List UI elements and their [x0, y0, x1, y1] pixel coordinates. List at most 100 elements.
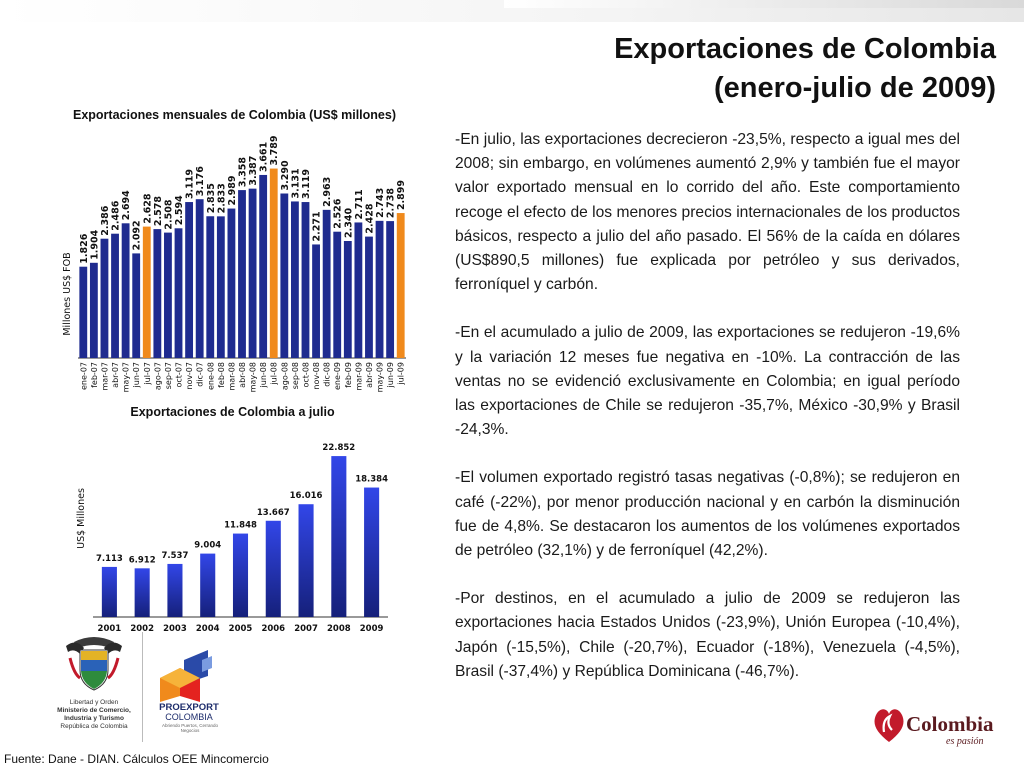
bar-monthly — [280, 193, 289, 358]
bar-monthly — [354, 222, 363, 358]
bar-yearly — [232, 533, 249, 617]
x-tick-label-monthly: feb-07 — [90, 362, 99, 388]
bar-monthly — [132, 253, 141, 358]
x-tick-label-yearly: 2006 — [261, 624, 285, 634]
paragraph-volumen: -El volumen exportado registró tasas neg… — [455, 469, 960, 560]
top-band — [0, 0, 1024, 22]
data-label-monthly: 2.694 — [121, 190, 132, 220]
x-tick-label-monthly: jun-07 — [132, 362, 141, 388]
data-label-monthly: 1.904 — [89, 229, 100, 259]
x-tick-label-monthly: ene-08 — [206, 362, 215, 390]
x-tick-label-monthly: ene-09 — [333, 362, 342, 390]
bar-monthly — [89, 262, 98, 358]
data-label-monthly: 2.428 — [364, 203, 375, 233]
bar-monthly — [142, 226, 151, 358]
data-label-monthly: 2.594 — [174, 195, 185, 225]
bar-yearly — [298, 504, 314, 617]
bar-yearly — [265, 520, 281, 617]
x-tick-label-monthly: dic-08 — [323, 362, 332, 387]
bar-monthly — [259, 174, 268, 358]
x-tick-label-monthly: abr-09 — [365, 362, 374, 388]
bar-monthly — [269, 168, 278, 358]
x-tick-label-monthly: mar-08 — [227, 362, 236, 391]
bar-monthly — [238, 190, 246, 358]
data-label-monthly: 2.738 — [386, 188, 397, 218]
x-tick-label-monthly: dic-07 — [196, 362, 205, 387]
slide-title: Exportaciones de Colombia (enero-julio d… — [476, 30, 996, 108]
mincomercio-line: Ministerio de Comercio, — [57, 707, 131, 714]
x-tick-label-yearly: 2003 — [163, 624, 187, 634]
coat-of-arms-icon — [66, 637, 122, 691]
x-tick-label-monthly: ene-07 — [79, 362, 88, 390]
bar-monthly — [227, 208, 236, 358]
bar-monthly — [153, 229, 162, 358]
data-label-yearly: 22.852 — [322, 443, 355, 453]
x-tick-label-yearly: 2004 — [196, 624, 220, 634]
mincomercio-text: Libertad y Orden Ministerio de Comercio,… — [50, 699, 138, 731]
chart2-title: Exportaciones de Colombia a julio — [130, 405, 335, 419]
x-tick-label-yearly: 2008 — [327, 624, 351, 634]
x-tick-label-yearly: 2007 — [294, 624, 318, 634]
mincomercio-line: Industria y Turismo — [64, 715, 124, 722]
bar-monthly — [164, 232, 172, 358]
proexport-name: PROEXPORT — [159, 702, 219, 713]
x-tick-label-monthly: jun-09 — [386, 362, 395, 388]
bar-monthly — [312, 244, 320, 358]
x-tick-label-monthly: jul-07 — [143, 362, 152, 386]
bar-monthly — [333, 231, 342, 358]
y-axis-label: US$ Millones — [76, 488, 87, 549]
data-label-monthly: 2.092 — [132, 220, 143, 250]
x-tick-label-monthly: abr-08 — [238, 362, 247, 388]
footer-source: Fuente: Dane - DIAN. Cálculos OEE Mincom… — [4, 752, 269, 766]
x-tick-label-monthly: sep-08 — [291, 362, 300, 389]
data-label-monthly: 2.486 — [111, 200, 122, 230]
bar-monthly — [195, 199, 204, 358]
data-label-monthly: 3.789 — [269, 135, 280, 165]
proexport-country: COLOMBIA — [165, 712, 213, 722]
bar-yearly — [331, 456, 347, 617]
x-tick-label-monthly: jul-08 — [270, 362, 279, 386]
x-tick-label-yearly: 2002 — [130, 624, 154, 634]
bar-monthly — [375, 220, 384, 358]
body-text: -En julio, las exportaciones decrecieron… — [455, 128, 960, 708]
data-label-monthly: 3.387 — [248, 156, 259, 186]
x-tick-label-monthly: oct-07 — [175, 362, 184, 388]
bar-monthly — [185, 202, 194, 358]
monthly-exports-chart: Millones US$ FOB 1.826 ene-07 1.904 feb-07 2.… — [62, 135, 407, 392]
data-label-monthly: 2.833 — [216, 183, 227, 213]
data-label-monthly: 3.119 — [301, 169, 312, 199]
x-tick-label-monthly: jul-09 — [397, 362, 406, 386]
data-label-yearly: 16.016 — [290, 491, 323, 501]
x-tick-label-monthly: sep-07 — [164, 362, 173, 389]
slide-title-line2: (enero-julio de 2009) — [713, 72, 996, 104]
x-tick-label-monthly: may-07 — [122, 362, 131, 392]
x-tick-label-monthly: feb-09 — [344, 362, 353, 388]
bar-monthly — [206, 216, 215, 358]
bar-yearly — [101, 566, 117, 617]
data-label-monthly: 2.835 — [206, 183, 217, 213]
data-label-yearly: 6.912 — [129, 555, 156, 565]
data-label-monthly: 2.508 — [163, 199, 174, 229]
bar-monthly — [121, 223, 130, 358]
data-label-monthly: 2.526 — [333, 198, 344, 228]
data-label-monthly: 2.578 — [153, 196, 164, 226]
bar-monthly — [396, 213, 405, 358]
data-label-monthly: 1.826 — [79, 233, 90, 263]
x-tick-label-monthly: nov-07 — [185, 362, 194, 390]
data-label-yearly: 9.004 — [194, 541, 221, 551]
data-label-yearly: 7.113 — [96, 554, 123, 564]
colombia-slogan: es pasión — [946, 736, 984, 747]
proexport-logo: PROEXPORT COLOMBIA Abriendo Puertos, Cer… — [150, 648, 230, 733]
chart1-title: Exportaciones mensuales de Colombia (US$… — [72, 108, 396, 122]
mincomercio-line: República de Colombia — [60, 723, 128, 730]
x-tick-label-monthly: jun-08 — [259, 362, 268, 388]
x-tick-label-yearly: 2001 — [98, 624, 122, 634]
data-label-monthly: 3.131 — [290, 168, 301, 198]
data-label-monthly: 2.743 — [375, 188, 386, 218]
bar-monthly — [322, 209, 331, 358]
data-label-monthly: 3.358 — [238, 157, 249, 187]
logo-divider — [142, 632, 143, 742]
mincomercio-line: Libertad y Orden — [69, 699, 119, 706]
top-band-accent — [504, 0, 1024, 8]
bar-monthly — [248, 188, 257, 358]
